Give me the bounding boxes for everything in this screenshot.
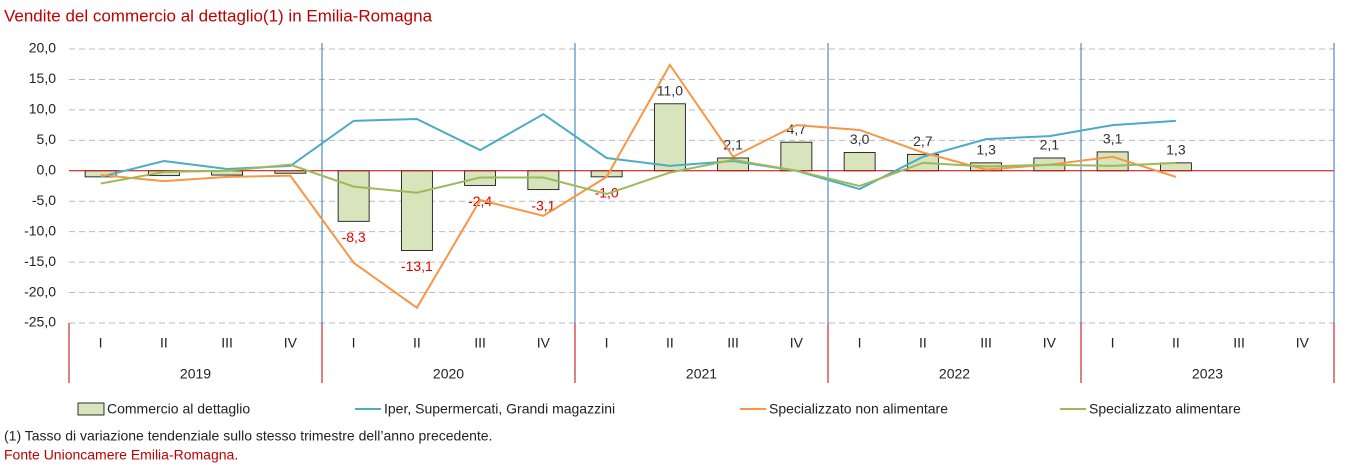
x-tick-label: II bbox=[666, 335, 674, 351]
x-tick-label: II bbox=[413, 335, 421, 351]
y-tick-label: -20,0 bbox=[24, 283, 56, 299]
y-tick-label: 20,0 bbox=[29, 40, 56, 56]
x-tick-label: I bbox=[605, 335, 609, 351]
legend-label: Specializzato alimentare bbox=[1089, 401, 1241, 417]
y-tick-label: -25,0 bbox=[24, 314, 56, 330]
x-tick-label: II bbox=[160, 335, 168, 351]
x-tick-label: II bbox=[1172, 335, 1180, 351]
value-label: 2,1 bbox=[1040, 137, 1060, 153]
x-tick-label: I bbox=[352, 335, 356, 351]
x-tick-label: III bbox=[474, 335, 486, 351]
x-tick-label: I bbox=[858, 335, 862, 351]
x-tick-label: II bbox=[919, 335, 927, 351]
x-tick-label: I bbox=[99, 335, 103, 351]
y-tick-label: -10,0 bbox=[24, 222, 56, 238]
bar bbox=[400, 170, 433, 251]
value-label: 1,3 bbox=[976, 142, 996, 158]
bar bbox=[843, 152, 876, 172]
x-tick-label: IV bbox=[537, 335, 551, 351]
value-label: -8,3 bbox=[342, 229, 366, 245]
bar bbox=[337, 170, 370, 222]
line bbox=[100, 158, 1176, 195]
x-tick-label: IV bbox=[284, 335, 298, 351]
y-tick-label: -5,0 bbox=[32, 192, 56, 208]
y-tick-label: 10,0 bbox=[29, 101, 56, 117]
value-label: -3,1 bbox=[531, 197, 555, 213]
x-tick-label: III bbox=[727, 335, 739, 351]
x-tick-label: I bbox=[1111, 335, 1115, 351]
bar bbox=[780, 141, 813, 172]
bar bbox=[1096, 151, 1129, 172]
value-label: 2,1 bbox=[723, 137, 743, 153]
line bbox=[100, 112, 1176, 191]
source: Fonte Unioncamere Emilia-Romagna. bbox=[4, 447, 238, 463]
y-tick-label: 5,0 bbox=[37, 131, 57, 147]
y-tick-label: 15,0 bbox=[29, 70, 56, 86]
footnote: (1) Tasso di variazione tendenziale sull… bbox=[4, 428, 492, 444]
year-label: 2023 bbox=[1192, 366, 1223, 382]
x-tick-label: IV bbox=[790, 335, 804, 351]
chart-title: Vendite del commercio al dettaglio(1) in… bbox=[4, 6, 433, 25]
value-label: 2,7 bbox=[913, 133, 933, 149]
legend-swatch bbox=[77, 402, 105, 416]
value-label: 3,0 bbox=[850, 131, 870, 147]
year-label: 2021 bbox=[686, 366, 717, 382]
value-label: -13,1 bbox=[401, 258, 433, 274]
year-label: 2020 bbox=[433, 366, 464, 382]
x-tick-label: III bbox=[221, 335, 233, 351]
legend-label: Iper, Supermercati, Grandi magazzini bbox=[384, 401, 615, 417]
x-tick-label: IV bbox=[1043, 335, 1057, 351]
line bbox=[100, 62, 1177, 310]
y-tick-label: 0,0 bbox=[37, 161, 57, 177]
x-tick-label: III bbox=[980, 335, 992, 351]
y-tick-label: -15,0 bbox=[24, 253, 56, 269]
x-tick-label: IV bbox=[1296, 335, 1310, 351]
value-label: 11,0 bbox=[657, 83, 683, 99]
value-label: 3,1 bbox=[1103, 131, 1123, 147]
year-label: 2022 bbox=[939, 366, 970, 382]
legend-label: Commercio al dettaglio bbox=[107, 401, 250, 417]
year-label: 2019 bbox=[180, 366, 211, 382]
value-label: -1,0 bbox=[595, 185, 619, 201]
x-tick-label: III bbox=[1233, 335, 1245, 351]
value-label: 1,3 bbox=[1166, 142, 1186, 158]
bar bbox=[653, 103, 686, 172]
legend-label: Specializzato non alimentare bbox=[769, 401, 948, 417]
